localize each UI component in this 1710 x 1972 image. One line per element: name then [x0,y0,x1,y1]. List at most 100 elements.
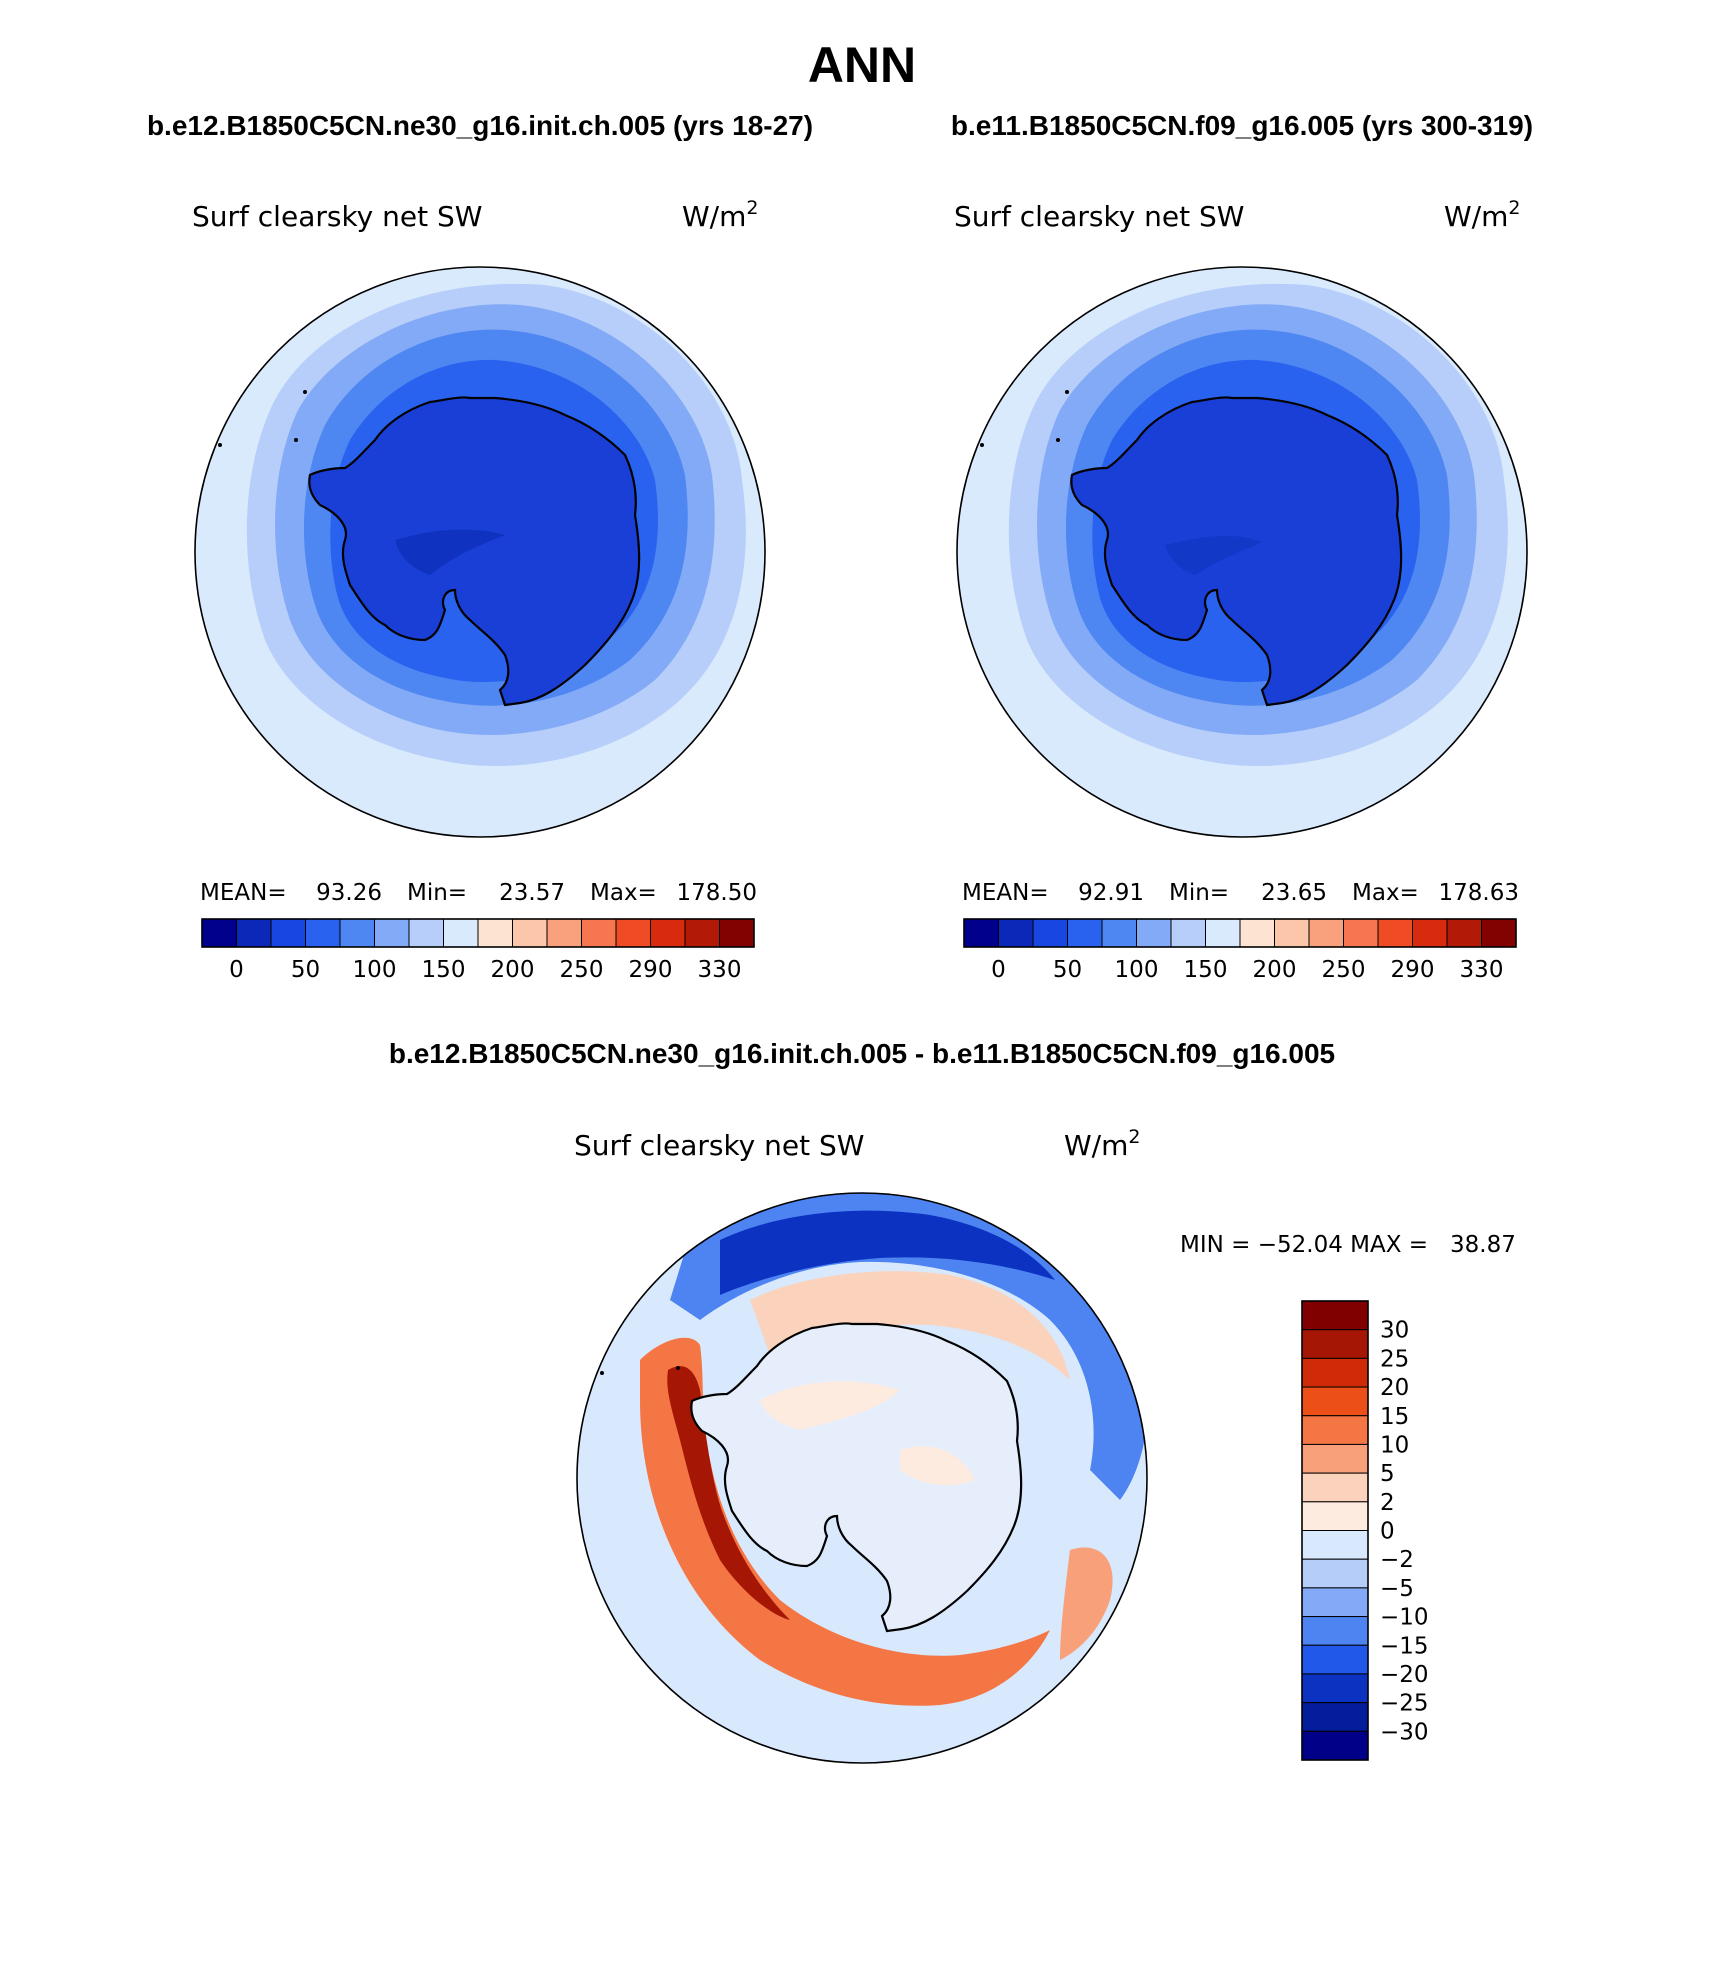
panel-1-mean-value: 93.26 [316,880,382,906]
panel-1-colorbar-swatch [374,918,410,948]
diff-colorbar-tick-label: −30 [1380,1719,1429,1745]
panel-2-colorbar-tick-label: 200 [1253,957,1297,983]
panel-1-units-exp: 2 [746,197,758,219]
diff-interior-positive-speckle [760,1381,900,1430]
panel-1-colorbar-swatch [512,918,548,948]
panel-2-colorbar: 0 50 100 150 200 250 290 330 [963,918,1517,983]
panel-2-mean-value: 92.91 [1078,880,1144,906]
diff-colorbar-swatch [1301,1300,1369,1331]
diff-colorbar-tick-label: −20 [1380,1662,1429,1688]
panel-1-case-title: b.e12.B1850C5CN.ne30_g16.init.ch.005 (yr… [147,110,813,141]
panel-1-units-label: W/m2 [682,197,759,233]
panel-1-colorbar-tick-label: 250 [560,957,604,983]
diff-colorbar-tick-label: 2 [1380,1490,1395,1516]
diff-colorbar-tick-label: 25 [1380,1346,1409,1372]
panel-2-colorbar-swatch [1412,918,1448,948]
diff-colorbar-swatch [1301,1329,1369,1359]
diff-colorbar-swatch [1301,1702,1369,1732]
panel-2-colorbar-tick-label: 100 [1115,957,1159,983]
panel-2-min-label: Min= [1169,880,1229,906]
panel-1-colorbar-tick-label: 100 [353,957,397,983]
panel-1-colorbar-swatch [408,918,444,948]
page-title: ANN [808,37,916,93]
panel-1-units-base: W/m [682,200,746,233]
diff-panel-polar-map [577,1193,1147,1763]
panel-1-colorbar-tick-label: 330 [698,957,742,983]
panel-1-max-value: 178.50 [677,880,757,906]
diff-colorbar-swatch [1301,1673,1369,1704]
diff-colorbar-tick-label: 10 [1380,1432,1409,1458]
panel-1-colorbar-swatch [546,918,582,948]
panel-2-colorbar-swatch [963,918,999,948]
diff-peninsula-island [676,1366,680,1370]
panel-2-colorbar-swatch [1377,918,1413,948]
panel-2-colorbar-tick-label: 150 [1184,957,1228,983]
panel-2-max-label: Max= [1352,880,1419,906]
diff-panel-variable-label: Surf clearsky net SW [574,1129,864,1162]
panel-1-colorbar-swatch [615,918,651,948]
diff-colorbar-tick-label: 30 [1380,1318,1409,1344]
diff-north-positive-ring [750,1271,1070,1380]
diff-colorbar-swatch [1301,1386,1369,1417]
diff-colorbar-tick-label: 5 [1380,1461,1395,1487]
panel-1-colorbar-swatch [201,918,237,948]
panel-2-units-exp: 2 [1508,197,1520,219]
panel-2-variable-label: Surf clearsky net SW [954,200,1244,233]
panel-2-min-value: 23.65 [1261,880,1327,906]
panel-2-colorbar-swatch [1274,918,1310,948]
panel-2-colorbar-swatch [1101,918,1137,948]
panel-2-colorbar-swatch [1205,918,1241,948]
diff-colorbar-tick-label: 15 [1380,1404,1409,1430]
diff-colorbar-swatch [1301,1472,1369,1503]
diff-colorbar-tick-label: 0 [1380,1519,1395,1545]
diff-panel-map-border [576,1192,1148,1764]
diff-colorbar-swatch [1301,1587,1369,1618]
panel-2-colorbar-swatch [1446,918,1482,948]
panel-1-min-value: 23.57 [499,880,565,906]
panel-1-colorbar-swatch [477,918,513,948]
panel-1-colorbar-frame [201,918,755,948]
panel-2-colorbar-swatch [1067,918,1103,948]
panel-1-colorbar-swatch [650,918,686,948]
diff-colorbar-swatch [1301,1501,1369,1531]
panel-1-colorbar-tick-label: 200 [491,957,535,983]
panel-2-map-border [956,266,1528,838]
diff-colorbar-swatch [1301,1730,1369,1761]
diff-colorbar-tick-label: −2 [1380,1547,1414,1573]
panel-2-colorbar-swatch [1170,918,1206,948]
diff-colorbar-tick-label: −25 [1380,1691,1429,1717]
diff-east-positive-patch [1060,1547,1113,1660]
panel-2-colorbar-swatch [998,918,1034,948]
diff-panel-units-exp: 2 [1128,1126,1140,1148]
diff-panel-units-base: W/m [1064,1129,1128,1162]
panel-1-colorbar-swatch [305,918,341,948]
panel-2-colorbar-tick-label: 330 [1460,957,1504,983]
panel-2-case-title: b.e11.B1850C5CN.f09_g16.005 (yrs 300-319… [951,110,1533,141]
panel-1-colorbar: 0 50 100 150 200 250 290 330 [201,918,755,983]
panel-1-colorbar-swatch [270,918,306,948]
panel-2-colorbar-swatch [1481,918,1517,948]
diff-south-america-tip [600,1371,604,1375]
panel-1-min-label: Min= [407,880,467,906]
panel-1-colorbar-tick-label: 290 [629,957,673,983]
panel-2-colorbar-swatch [1136,918,1172,948]
panel-1-south-america-tip [218,443,222,447]
panel-1-max-label: Max= [590,880,657,906]
panel-2-max-value: 178.63 [1439,880,1519,906]
diff-panel-units-label: W/m2 [1064,1126,1141,1162]
panel-1-colorbar-swatch [236,918,272,948]
panel-1-map-border [194,266,766,838]
diff-colorbar-swatch [1301,1558,1369,1589]
panel-1-island-marker [303,390,307,394]
panel-2-colorbar-tick-label: 250 [1322,957,1366,983]
diff-colorbar-swatch [1301,1415,1369,1445]
panel-1-variable-label: Surf clearsky net SW [192,200,482,233]
panel-2-island-marker [1065,390,1069,394]
panel-2-units-base: W/m [1444,200,1508,233]
diff-west-positive-plume [640,1337,1050,1706]
panel-2-peninsula-island [1056,438,1060,442]
panel-2-colorbar-swatch [1343,918,1379,948]
diff-colorbar-tick-label: −5 [1380,1576,1414,1602]
